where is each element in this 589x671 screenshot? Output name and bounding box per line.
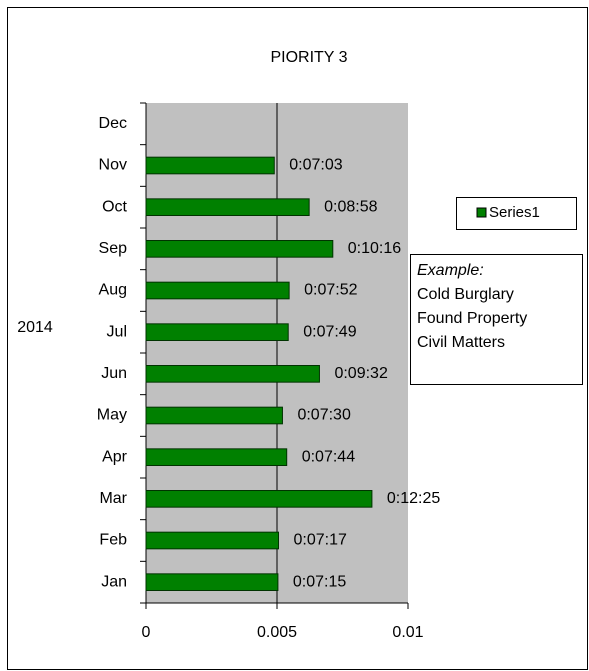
- data-label: 0:08:58: [324, 198, 377, 215]
- y-tick-label: Jul: [107, 323, 127, 340]
- data-label: 0:07:03: [289, 157, 342, 174]
- data-label: 0:07:30: [297, 407, 350, 424]
- y-tick-label: Jan: [101, 573, 127, 590]
- y-tick-label: Aug: [99, 282, 127, 299]
- y-tick-label: Jun: [101, 365, 127, 382]
- data-label: 0:07:52: [304, 282, 357, 299]
- chart-title: PIORITY 3: [270, 49, 347, 66]
- data-label: 0:10:16: [348, 240, 401, 257]
- data-label: 0:07:44: [302, 448, 355, 465]
- data-label: 0:07:49: [303, 323, 356, 340]
- bar: [145, 365, 320, 383]
- category-group-label: 2014: [17, 319, 53, 336]
- annotation-line: Found Property: [417, 310, 527, 327]
- data-label: 0:09:32: [334, 365, 387, 382]
- annotation-line: Cold Burglary: [417, 286, 514, 303]
- data-label: 0:12:25: [387, 490, 440, 507]
- x-tick-label: 0.01: [392, 624, 423, 641]
- bar: [145, 281, 290, 300]
- y-tick-label: Oct: [102, 198, 127, 215]
- bar: [145, 406, 283, 425]
- bar: [145, 240, 334, 258]
- annotation-box: [410, 254, 583, 385]
- y-tick-label: Apr: [102, 448, 128, 465]
- bar: [145, 156, 275, 175]
- annotation-line: Civil Matters: [417, 334, 505, 351]
- y-tick-label: May: [97, 407, 127, 424]
- x-tick-label: 0.005: [257, 624, 297, 641]
- bar: [145, 198, 310, 216]
- y-tick-label: Nov: [99, 157, 127, 174]
- x-tick-label: 0: [142, 624, 151, 641]
- bar: [145, 323, 289, 342]
- y-tick-label: Feb: [99, 532, 127, 549]
- legend-label: Series1: [489, 204, 540, 221]
- annotation-heading: Example:: [417, 262, 484, 279]
- legend-swatch: [476, 207, 487, 218]
- bar: [145, 573, 279, 591]
- bar: [145, 448, 288, 467]
- data-label: 0:07:17: [294, 532, 347, 549]
- bar: [145, 490, 373, 508]
- y-tick-label: Dec: [99, 115, 127, 132]
- data-label: 0:07:15: [293, 573, 346, 590]
- y-tick-label: Mar: [99, 490, 127, 507]
- y-tick-label: Sep: [99, 240, 128, 257]
- bar: [145, 531, 280, 550]
